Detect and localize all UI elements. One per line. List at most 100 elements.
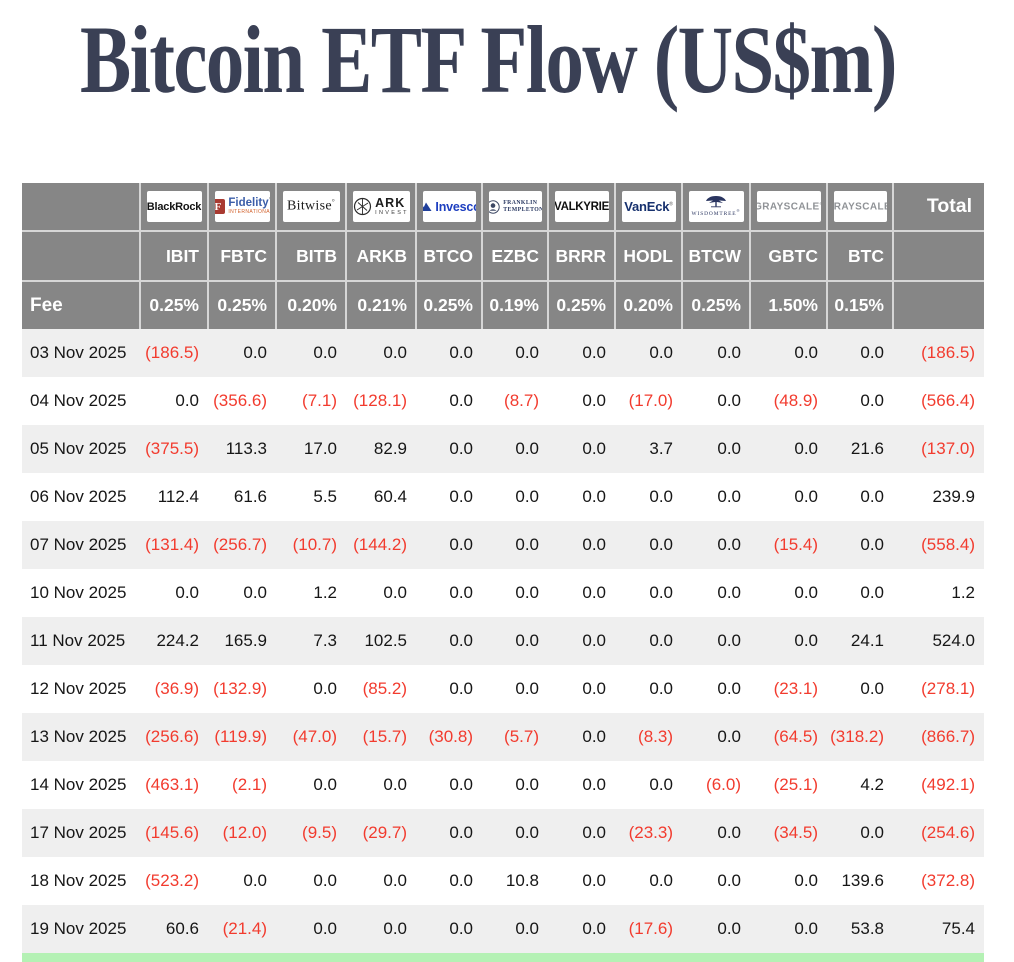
value-cell-BTC: 0.0: [860, 535, 884, 554]
value-cell-BTCW: 0.0: [717, 535, 741, 554]
issuer-logo-chip: ARK INVEST: [352, 191, 410, 222]
value-cell-HODL: 0.0: [649, 679, 673, 698]
value-cell-EZBC: 0.0: [515, 631, 539, 650]
value-cell-FBTC: 0.0: [243, 871, 267, 890]
table-row: 04 Nov 2025 0.0 (356.6) (7.1) (128.1) 0.0 (8.7…: [22, 377, 984, 425]
value-cell-BTC: 139.6: [841, 871, 884, 890]
value-cell-ARKB: (29.7): [362, 823, 407, 842]
ticker-header-BTCW: BTCW: [682, 230, 751, 281]
grayscale-logo: GRAYSCALE®: [833, 201, 887, 213]
issuer-cell-IBIT: BlackRock: [140, 183, 209, 231]
total-cell: (866.7): [921, 727, 975, 746]
value-cell-HODL: 0.0: [649, 871, 673, 890]
fidelity-f-icon: F: [214, 199, 226, 214]
ticker-header-BTC: BTC: [827, 230, 894, 281]
value-cell-ARKB: (128.1): [353, 391, 407, 410]
value-cell-BITB: 7.3: [313, 631, 337, 650]
value-cell-BITB: 0.0: [313, 919, 337, 938]
date-cell: 06 Nov 2025: [30, 487, 127, 506]
issuer-logo-chip: BlackRock: [146, 191, 202, 222]
value-cell-BTCO: 0.0: [449, 631, 473, 650]
value-cell-BTCO: (30.8): [428, 727, 473, 746]
total-column-header: Total: [893, 183, 984, 231]
value-cell-BRRR: 0.0: [582, 583, 606, 602]
value-cell-GBTC: (25.1): [773, 775, 818, 794]
value-cell-BTCW: 0.0: [717, 679, 741, 698]
value-cell-ARKB: 0.0: [383, 775, 407, 794]
date-cell: 03 Nov 2025: [30, 343, 127, 362]
ticker-header-IBIT: IBIT: [140, 230, 209, 281]
issuer-logo-row: BlackRock FFidelity™INTERNATIONAL Bitwise°…: [22, 183, 984, 231]
value-cell-EZBC: 0.0: [515, 775, 539, 794]
issuer-cell-BITB: Bitwise°: [276, 183, 347, 231]
value-cell-BITB: 1.2: [313, 583, 337, 602]
issuer-logo-chip: WISDOMTREE®: [688, 191, 744, 222]
total-cell: (372.8): [921, 871, 975, 890]
value-cell-GBTC: 0.0: [794, 583, 818, 602]
value-cell-GBTC: (15.4): [773, 535, 818, 554]
value-cell-HODL: 0.0: [649, 583, 673, 602]
value-cell-GBTC: 0.0: [794, 487, 818, 506]
value-cell-HODL: 0.0: [649, 775, 673, 794]
value-cell-HODL: 3.7: [649, 439, 673, 458]
value-cell-FBTC: (119.9): [214, 727, 267, 746]
issuer-cell-FBTC: FFidelity™INTERNATIONAL: [208, 183, 277, 231]
value-cell-BTC: 24.1: [850, 631, 884, 650]
value-cell-BITB: (47.0): [292, 727, 337, 746]
franklin-templeton-logo: FRANKLIN TEMPLETON: [488, 199, 542, 214]
value-cell-FBTC: 0.0: [243, 343, 267, 362]
table-row: 19 Nov 2025 60.6 (21.4) 0.0 0.0 0.0 0.0 0.0 (17.…: [22, 905, 984, 953]
value-cell-BTCW: 0.0: [717, 583, 741, 602]
value-cell-BITB: (10.7): [292, 535, 337, 554]
value-cell-BRRR: 0.0: [582, 535, 606, 554]
fee-cell-BTCO: 0.25%: [416, 280, 483, 329]
value-cell-IBIT: (375.5): [145, 439, 199, 458]
fee-row: Fee 0.25% 0.25% 0.20% 0.21% 0.25% 0.19% 0.25% 0.…: [22, 280, 984, 329]
value-cell-HODL: (17.0): [628, 391, 673, 410]
value-cell-FBTC: 0.0: [243, 583, 267, 602]
value-cell-BTCO: 0.0: [449, 487, 473, 506]
blackrock-logo: BlackRock: [146, 200, 202, 213]
invesco-mountain-icon: [422, 202, 432, 211]
valkyrie-logo: VALKYRIE: [554, 200, 609, 213]
issuer-cell-EZBC: FRANKLIN TEMPLETON: [482, 183, 549, 231]
issuer-cell-BTC: GRAYSCALE®: [827, 183, 894, 231]
date-cell: 10 Nov 2025: [30, 583, 127, 602]
value-cell-IBIT: (256.6): [145, 727, 199, 746]
fee-cell-BTCW: 0.25%: [682, 280, 751, 329]
value-cell-GBTC: (23.1): [773, 679, 818, 698]
value-cell-FBTC: 113.3: [225, 439, 267, 458]
value-cell-BITB: (9.5): [302, 823, 337, 842]
fee-cell-GBTC: 1.50%: [750, 280, 828, 329]
value-cell-EZBC: 0.0: [515, 439, 539, 458]
table-row: 17 Nov 2025 (145.6) (12.0) (9.5) (29.7) 0.0 0.…: [22, 809, 984, 857]
value-cell-HODL: (23.3): [628, 823, 673, 842]
value-cell-BTCW: 0.0: [717, 823, 741, 842]
value-cell-IBIT: (186.5): [145, 343, 199, 362]
issuer-cell-BRRR: VALKYRIE: [548, 183, 616, 231]
franklin-head-icon: [488, 199, 500, 214]
fee-cell-ARKB: 0.21%: [346, 280, 417, 329]
fee-cell-HODL: 0.20%: [615, 280, 683, 329]
ticker-row-total-blank: [893, 230, 984, 281]
ark-invest-logo: ARK INVEST: [353, 197, 409, 216]
fee-cell-BTC: 0.15%: [827, 280, 894, 329]
bitwise-logo: Bitwise°: [287, 198, 335, 214]
ticker-header-BITB: BITB: [276, 230, 347, 281]
value-cell-IBIT: (36.9): [154, 679, 199, 698]
value-cell-BRRR: 0.0: [582, 343, 606, 362]
ticker-header-GBTC: GBTC: [750, 230, 828, 281]
value-cell-GBTC: (64.5): [773, 727, 818, 746]
value-cell-GBTC: 0.0: [794, 631, 818, 650]
table-row: 03 Nov 2025 (186.5) 0.0 0.0 0.0 0.0 0.0 0.0 0.0 0…: [22, 329, 984, 377]
value-cell-BTCW: 0.0: [717, 343, 741, 362]
fee-cell-BRRR: 0.25%: [548, 280, 616, 329]
fidelity-logo: FFidelity™INTERNATIONAL: [214, 198, 270, 215]
value-cell-BTCO: 0.0: [449, 775, 473, 794]
corner-cell: [22, 183, 141, 231]
value-cell-BTC: 0.0: [860, 391, 884, 410]
fee-cell-IBIT: 0.25%: [140, 280, 209, 329]
ticker-row-corner: [22, 230, 141, 281]
value-cell-BTC: 0.0: [860, 823, 884, 842]
etf-flow-table-wrap: BlackRock FFidelity™INTERNATIONAL Bitwise°…: [22, 183, 984, 962]
